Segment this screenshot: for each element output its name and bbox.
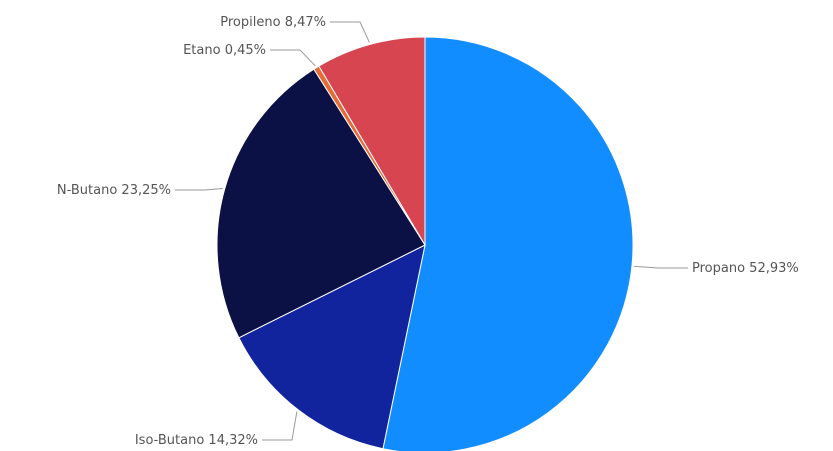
leader-line-n-butano [175,188,223,191]
pie-slice-n-butano[interactable] [216,68,426,339]
slice-label-iso-butano: Iso-Butano 14,32% [135,433,258,448]
leader-line-etano [270,49,316,67]
pie-slice-propileno[interactable] [318,36,426,247]
pie-slice-propano[interactable] [382,36,634,451]
slice-label-n-butano: N-Butano 23,25% [57,183,171,198]
slice-label-etano: Etano 0,45% [183,43,266,58]
slice-label-propano: Propano 52,93% [692,261,799,276]
leader-line-iso-butano [262,411,298,441]
leader-line-propileno [330,21,370,43]
leader-line-propano [633,265,688,269]
pie-slice-iso-butano[interactable] [238,244,426,450]
slice-label-propileno: Propileno 8,47% [220,15,326,30]
